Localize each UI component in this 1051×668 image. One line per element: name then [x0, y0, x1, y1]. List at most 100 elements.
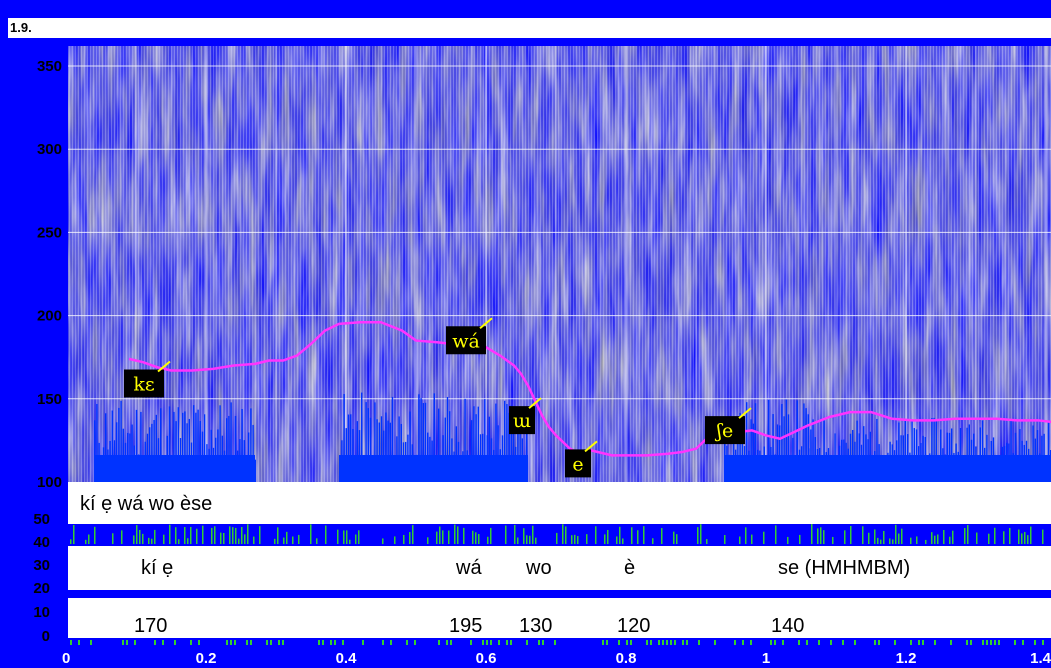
waveform-bar: [785, 399, 787, 482]
energy-bars-2: [70, 640, 1044, 645]
energy-bar: [169, 524, 171, 544]
energy-bar: [142, 533, 144, 544]
energy-bar: [898, 533, 900, 544]
energy-bar: [986, 640, 988, 645]
energy-bar: [490, 640, 492, 645]
lower-y-tick-label: 30: [33, 557, 50, 574]
waveform-bar: [380, 416, 383, 482]
energy-bar: [686, 640, 688, 645]
x-tick-label: 1: [762, 650, 770, 667]
energy-bar: [394, 536, 396, 544]
energy-bar: [436, 531, 438, 544]
waveform-bar: [389, 422, 391, 482]
waveform-bar: [418, 394, 420, 482]
waveform-bar: [495, 403, 497, 482]
row-panel-values: [68, 598, 1051, 638]
waveform-bar: [484, 399, 486, 482]
phoneme-label-text: kε: [133, 374, 154, 396]
phoneme-label-pointer: [479, 317, 493, 330]
waveform-bar: [746, 402, 748, 482]
energy-bar: [438, 640, 440, 645]
energy-bar: [526, 640, 528, 645]
phoneme-label-box: [124, 369, 164, 398]
energy-bar: [154, 640, 156, 645]
energy-bar: [211, 527, 213, 544]
energy-bar: [637, 530, 639, 544]
phoneme-label-pointer: [738, 407, 752, 419]
energy-bar: [998, 640, 1000, 645]
band-3: [68, 638, 1051, 645]
waveform-bar: [488, 416, 490, 482]
x-tick-label: 1.2: [896, 650, 917, 667]
energy-bar: [412, 525, 414, 544]
waveform-bar: [863, 426, 865, 482]
waveform-bar: [497, 425, 499, 482]
energy-bar: [817, 528, 819, 544]
energy-bar: [414, 640, 416, 645]
energy-bar: [88, 534, 90, 544]
waveform-bar: [508, 412, 510, 482]
phoneme-label-box: [565, 449, 591, 478]
energy-bar: [666, 640, 668, 645]
energy-bar: [70, 640, 72, 645]
energy-bar: [787, 536, 789, 544]
waveform-bar: [805, 408, 807, 482]
energy-bar: [949, 536, 951, 544]
waveform-bar: [898, 422, 900, 482]
energy-bar: [472, 530, 474, 544]
energy-bar: [889, 538, 891, 544]
energy-bar: [676, 534, 678, 544]
energy-bar: [652, 538, 654, 544]
waveform-bar: [473, 406, 475, 482]
energy-bar: [554, 640, 556, 645]
energy-bar: [1014, 640, 1016, 645]
waveform-bar: [228, 415, 230, 482]
waveform-bar: [807, 414, 809, 482]
energy-bar: [498, 640, 500, 645]
energy-bar: [877, 537, 879, 544]
energy-bar: [894, 640, 896, 645]
energy-bar: [724, 535, 726, 544]
energy-bar: [994, 640, 996, 645]
energy-bar: [136, 525, 138, 544]
energy-bar: [739, 536, 741, 544]
waveform-bar: [149, 427, 151, 482]
energy-bar: [247, 524, 249, 544]
energy-bar: [278, 640, 280, 645]
energy-bar: [448, 530, 450, 544]
energy-bar: [806, 640, 808, 645]
energy-bar: [934, 640, 936, 645]
waveform-bar: [374, 402, 376, 482]
energy-bar: [90, 640, 92, 645]
energy-bar: [742, 640, 744, 645]
energy-bar: [574, 534, 576, 544]
energy-bar: [1021, 533, 1023, 544]
energy-bar: [246, 640, 248, 645]
energy-bar: [682, 640, 684, 645]
title-bar: [0, 0, 1051, 20]
energy-bar: [1027, 535, 1029, 544]
waveform-bar: [343, 394, 345, 482]
y-tick-label: 350: [37, 58, 62, 75]
energy-bar: [358, 530, 360, 544]
waveform-bar: [195, 412, 197, 482]
energy-bar: [235, 527, 237, 544]
waveform-bar: [739, 412, 741, 482]
energy-bar: [775, 525, 777, 544]
waveform-bar: [105, 413, 107, 482]
waveform-bar: [118, 407, 120, 482]
syllable-text: è: [624, 557, 635, 579]
energy-bar: [198, 640, 200, 645]
energy-bar: [606, 640, 608, 645]
syllable-text: wo: [525, 557, 552, 579]
waveform-bar: [526, 409, 528, 482]
waveform-bar: [350, 414, 352, 482]
energy-bar: [241, 526, 243, 544]
waveform-bar: [475, 414, 477, 482]
waveform-bar: [378, 422, 380, 482]
energy-bar: [94, 526, 96, 544]
energy-bar: [139, 529, 141, 544]
f0-value-text: 170: [134, 615, 167, 637]
energy-bar: [151, 538, 153, 544]
waveform-bar: [94, 420, 96, 482]
